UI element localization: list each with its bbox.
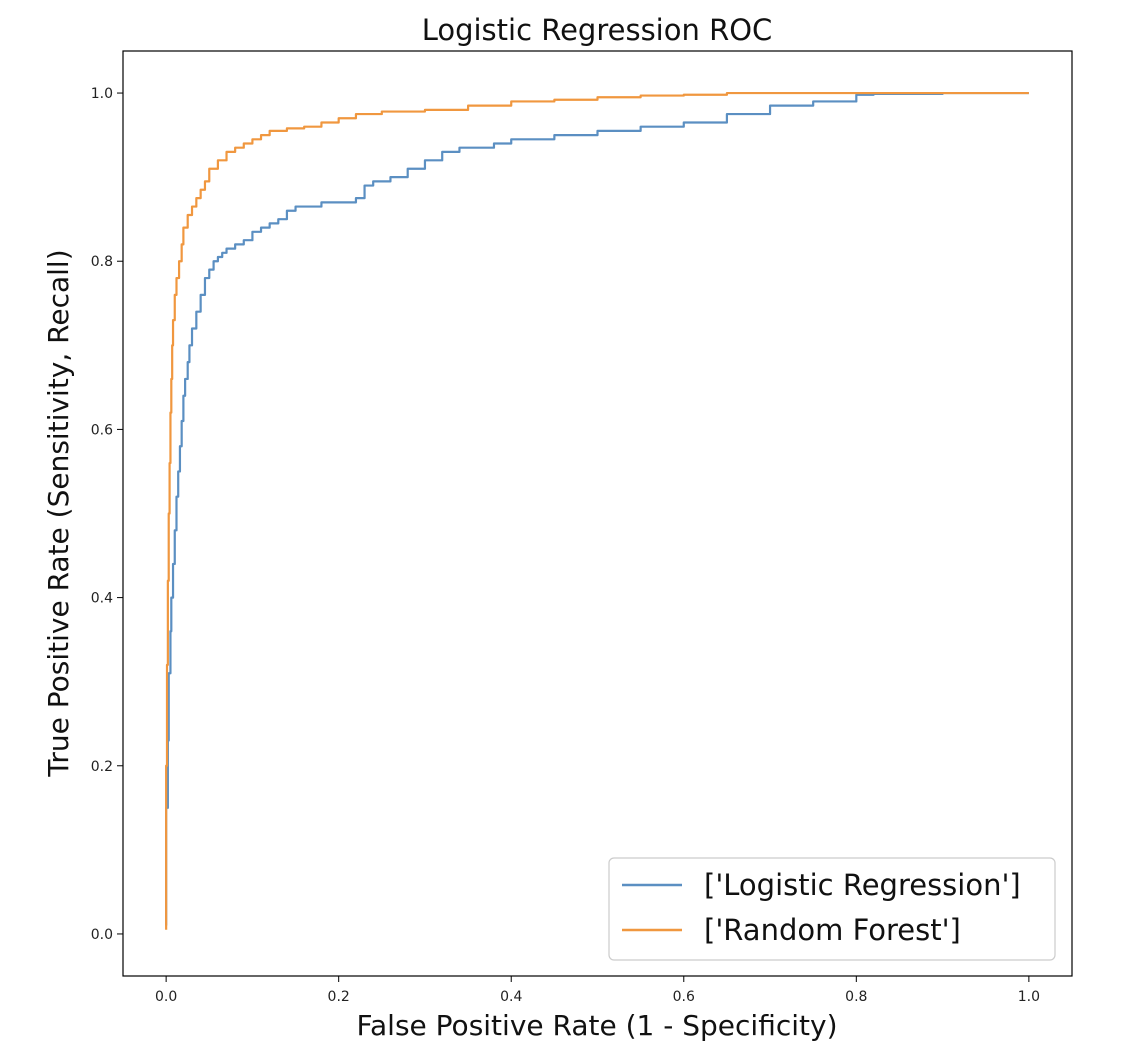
y-tick-label: 0.8: [91, 254, 113, 270]
y-tick-label: 0.6: [91, 422, 113, 438]
y-axis-ticks: 0.0 0.2 0.4 0.6 0.8 1.0: [91, 86, 123, 943]
y-tick-label: 0.2: [91, 759, 113, 775]
legend-label-logistic-regression: ['Logistic Regression']: [704, 868, 1021, 902]
series-line-logistic-regression: [165, 91, 1029, 926]
legend: ['Logistic Regression'] ['Random Forest'…: [608, 857, 1056, 961]
x-tick-label: 0.2: [328, 989, 350, 1005]
x-tick-label: 0.6: [673, 989, 695, 1005]
y-tick-label: 0.4: [91, 591, 113, 607]
x-tick-label: 0.4: [500, 989, 522, 1005]
y-tick-label: 0.0: [91, 927, 113, 943]
x-axis-ticks: 0.0 0.2 0.4 0.6 0.8 1.0: [155, 976, 1040, 1005]
x-tick-label: 0.8: [845, 989, 867, 1005]
legend-box: [608, 857, 1056, 961]
chart-title: Logistic Regression ROC: [422, 13, 773, 47]
series-layer: [165, 91, 1029, 930]
x-axis-label: False Positive Rate (1 - Specificity): [356, 1009, 837, 1042]
plot-area-frame: [122, 50, 1073, 977]
x-tick-label: 1.0: [1018, 989, 1040, 1005]
y-axis-label: True Positive Rate (Sensitivity, Recall): [42, 249, 75, 777]
legend-label-random-forest: ['Random Forest']: [704, 913, 961, 947]
y-tick-label: 1.0: [91, 86, 113, 102]
series-line-random-forest: [165, 91, 1029, 930]
x-tick-label: 0.0: [155, 989, 177, 1005]
